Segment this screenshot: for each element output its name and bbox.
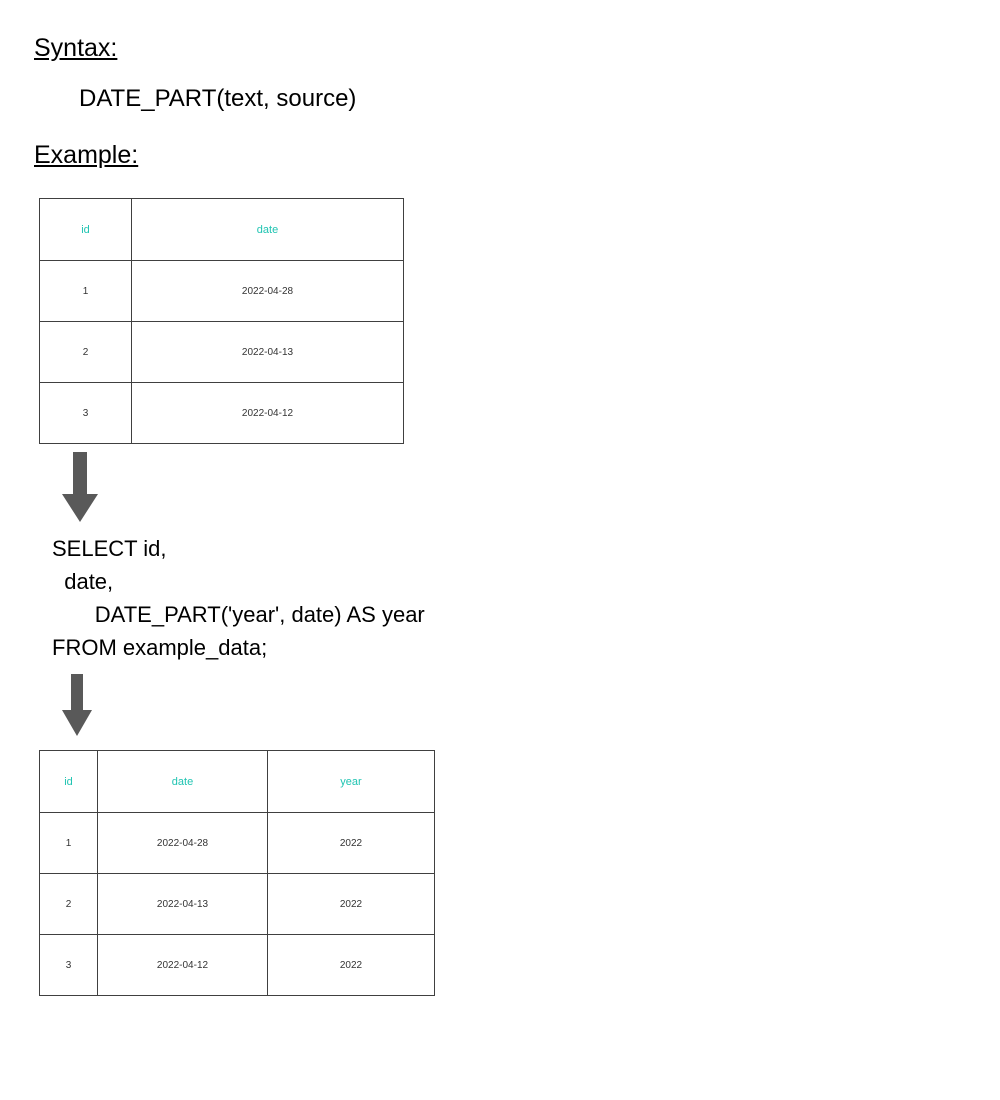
cell-year: 2022: [268, 813, 435, 874]
sql-line-3: DATE_PART('year', date) AS year: [52, 602, 425, 627]
syntax-body: DATE_PART(text, source): [79, 85, 1000, 113]
col-header-date: date: [98, 751, 268, 813]
table-row: 3 2022-04-12: [40, 383, 404, 444]
cell-id: 1: [40, 261, 132, 322]
cell-date: 2022-04-28: [98, 813, 268, 874]
cell-date: 2022-04-13: [132, 322, 404, 383]
cell-id: 3: [40, 383, 132, 444]
example-heading: Example:: [34, 141, 1000, 170]
cell-date: 2022-04-12: [98, 935, 268, 996]
cell-id: 2: [40, 322, 132, 383]
sql-line-2: date,: [52, 569, 113, 594]
down-arrow-icon: [62, 674, 1000, 736]
table-row: 1 2022-04-28 2022: [40, 813, 435, 874]
input-table: id date 1 2022-04-28 2 2022-04-13 3 2022…: [39, 198, 404, 444]
syntax-heading: Syntax:: [34, 34, 1000, 63]
col-header-date: date: [132, 199, 404, 261]
table-row: 2 2022-04-13: [40, 322, 404, 383]
cell-year: 2022: [268, 874, 435, 935]
col-header-id: id: [40, 751, 98, 813]
cell-date: 2022-04-12: [132, 383, 404, 444]
sql-line-4: FROM example_data;: [52, 635, 267, 660]
cell-id: 2: [40, 874, 98, 935]
sql-query: SELECT id, date, DATE_PART('year', date)…: [52, 532, 1000, 664]
cell-date: 2022-04-28: [132, 261, 404, 322]
table-header-row: id date: [40, 199, 404, 261]
col-header-id: id: [40, 199, 132, 261]
table-row: 1 2022-04-28: [40, 261, 404, 322]
sql-line-1: SELECT id,: [52, 536, 167, 561]
col-header-year: year: [268, 751, 435, 813]
table-row: 2 2022-04-13 2022: [40, 874, 435, 935]
table-header-row: id date year: [40, 751, 435, 813]
table-row: 3 2022-04-12 2022: [40, 935, 435, 996]
cell-year: 2022: [268, 935, 435, 996]
output-table: id date year 1 2022-04-28 2022 2 2022-04…: [39, 750, 435, 996]
cell-id: 1: [40, 813, 98, 874]
cell-id: 3: [40, 935, 98, 996]
down-arrow-icon: [62, 452, 1000, 522]
cell-date: 2022-04-13: [98, 874, 268, 935]
